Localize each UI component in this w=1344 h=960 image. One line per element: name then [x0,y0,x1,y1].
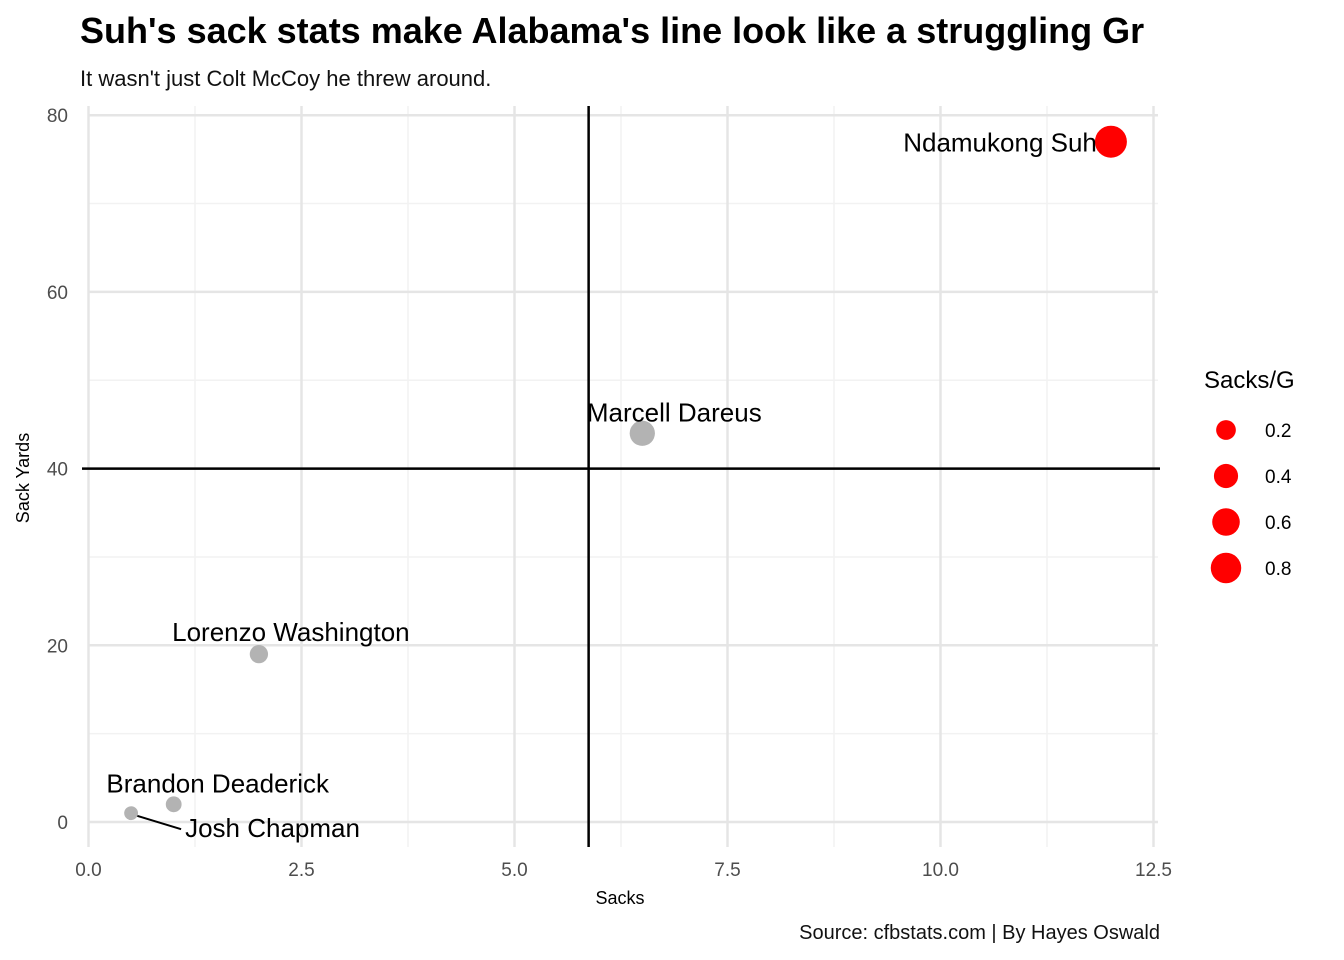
legend-label: 0.6 [1265,513,1291,534]
x-tick-label: 12.5 [1135,860,1172,881]
point-label: Josh Chapman [185,813,360,843]
x-tick-label: 0.0 [75,860,101,881]
y-tick-label: 40 [47,460,68,481]
y-tick-label: 0 [57,813,68,834]
label-leader-line [134,814,182,831]
legend-key [1216,420,1236,440]
legend-label: 0.8 [1265,559,1291,580]
chart-subtitle: It wasn't just Colt McCoy he threw aroun… [80,66,492,91]
y-axis-title: Sack Yards [13,433,33,523]
point-label: Ndamukong Suh [903,128,1097,158]
data-point [124,806,138,821]
chart-caption: Source: cfbstats.com | By Hayes Oswald [799,922,1160,944]
legend-key [1210,552,1242,584]
axis-ticks: 0.0 2.5 5.0 7.5 10.0 12.5 0 20 40 60 80 [47,106,1172,881]
reference-lines [82,106,1160,847]
grid [87,106,1158,847]
chart-title: Suh's sack stats make Alabama's line loo… [80,10,1145,51]
x-axis-title: Sacks [595,888,644,908]
legend-key [1212,508,1240,536]
data-point [1094,125,1127,158]
data-point [629,420,655,446]
x-tick-label: 5.0 [501,860,527,881]
point-label: Lorenzo Washington [172,617,410,647]
x-tick-label: 10.0 [922,860,959,881]
legend-label: 0.4 [1265,467,1292,488]
data-point [165,796,182,813]
data-point [249,644,269,664]
x-tick-label: 2.5 [288,860,314,881]
y-tick-label: 60 [47,283,68,304]
legend-title: Sacks/G [1204,367,1295,394]
y-tick-label: 20 [47,636,68,657]
legend-label: 0.2 [1265,421,1291,442]
data-points [124,125,1127,821]
legend-key [1213,463,1239,489]
legend: Sacks/G 0.2 0.4 0.6 0.8 [1204,367,1295,584]
point-label: Brandon Deaderick [106,768,330,798]
y-tick-label: 80 [47,106,68,127]
point-label: Marcell Dareus [587,397,762,427]
point-labels: Ndamukong Suh Marcell Dareus Lorenzo Washi… [106,128,1096,843]
label-leader-lines [134,814,182,831]
x-tick-label: 7.5 [714,860,740,881]
